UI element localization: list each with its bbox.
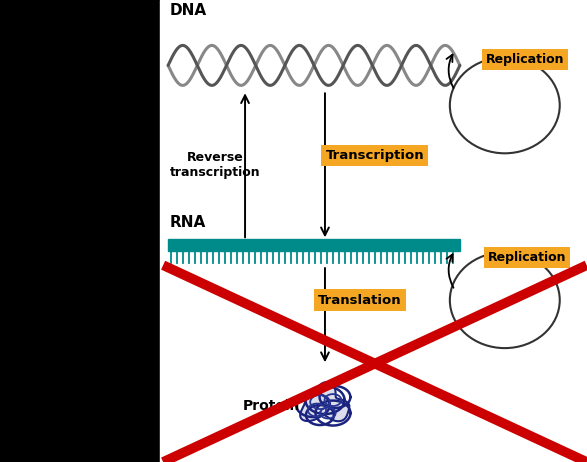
Text: Replication: Replication [488,251,566,264]
Bar [0,0,160,462]
Text: Reverse
transcription: Reverse transcription [170,151,261,179]
Text: Replication: Replication [485,53,564,66]
Text: DNA: DNA [170,3,207,18]
Bar [160,0,587,462]
Text: Translation: Translation [318,294,402,307]
Text: RNA: RNA [170,215,207,230]
Text: Protein: Protein [243,399,301,413]
Bar [168,239,460,251]
Polygon shape [300,382,349,421]
Text: Transcription: Transcription [326,149,424,162]
